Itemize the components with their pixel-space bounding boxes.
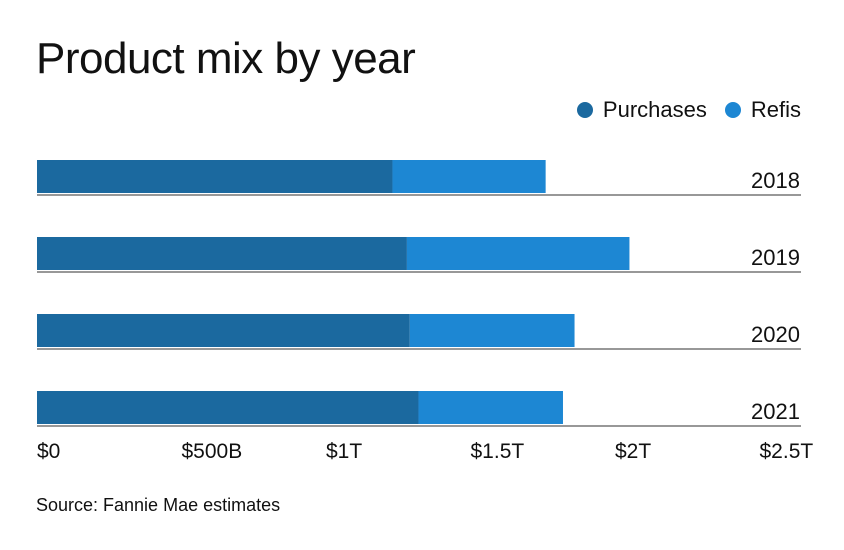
x-tick-label: $2T [615, 440, 651, 463]
x-tick-label: $0 [37, 440, 60, 463]
chart-title: Product mix by year [36, 34, 416, 83]
category-label-2020: 2020 [751, 322, 800, 347]
bar-refis-2019 [406, 237, 630, 270]
bar-refis-2021 [418, 391, 563, 424]
x-tick-label: $2.5T [760, 440, 814, 463]
bar-refis-2018 [392, 160, 546, 193]
bar-purchases-2018 [37, 160, 393, 193]
bar-purchases-2021 [37, 391, 419, 424]
legend: Purchases Refis [576, 97, 801, 123]
x-tick-label: $1.5T [471, 440, 525, 463]
bar-purchases-2019 [37, 237, 407, 270]
category-label-2018: 2018 [751, 168, 800, 193]
category-label-2021: 2021 [751, 399, 800, 424]
x-tick-label: $500B [182, 440, 243, 463]
legend-item-purchases: Purchases [576, 97, 707, 123]
legend-item-refis: Refis [724, 97, 801, 123]
source-note: Source: Fannie Mae estimates [36, 495, 281, 515]
category-label-2019: 2019 [751, 245, 800, 270]
legend-label-refis: Refis [750, 97, 801, 122]
x-tick-label: $1T [326, 440, 362, 463]
legend-swatch-purchases [576, 102, 593, 118]
bar-purchases-2020 [37, 314, 410, 347]
legend-label-purchases: Purchases [602, 97, 707, 122]
bar-refis-2020 [409, 314, 575, 347]
legend-swatch-refis [724, 102, 741, 118]
